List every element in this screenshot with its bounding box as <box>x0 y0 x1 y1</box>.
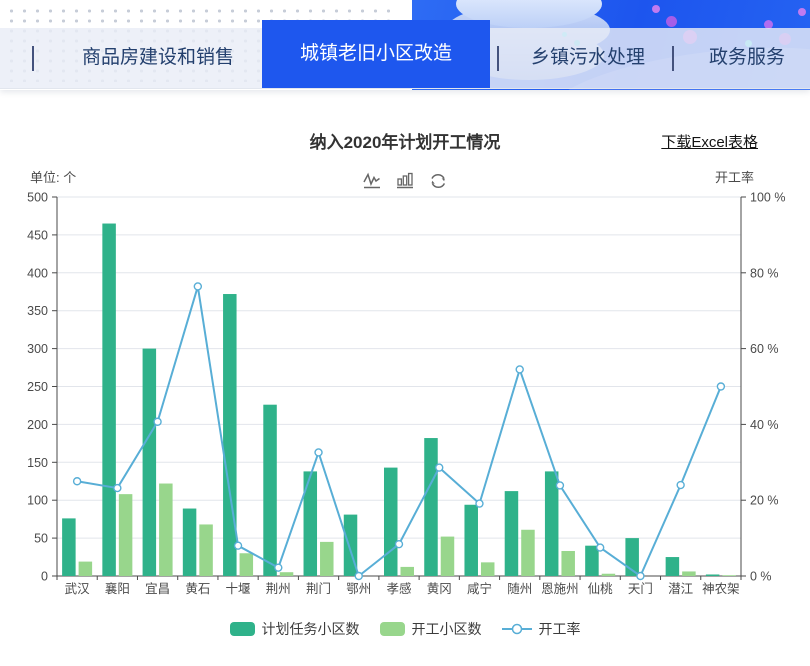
svg-text:襄阳: 襄阳 <box>105 581 130 596</box>
legend-item[interactable]: 计划任务小区数 <box>229 619 360 639</box>
tab-old-community-renovation[interactable]: 城镇老旧小区改造 <box>262 20 490 88</box>
svg-text:40 %: 40 % <box>750 418 779 432</box>
dot-decoration <box>666 16 677 27</box>
svg-text:宜昌: 宜昌 <box>145 581 170 596</box>
legend-swatch <box>379 622 405 636</box>
svg-text:咸宁: 咸宁 <box>467 581 492 596</box>
refresh-icon[interactable] <box>428 171 448 191</box>
svg-text:仙桃: 仙桃 <box>588 581 614 596</box>
svg-text:随州: 随州 <box>507 581 532 596</box>
legend-swatch <box>229 622 255 636</box>
svg-text:天门: 天门 <box>628 581 653 596</box>
svg-text:恩施州: 恩施州 <box>541 582 579 596</box>
svg-text:0: 0 <box>41 570 48 584</box>
svg-text:孝感: 孝感 <box>386 581 411 596</box>
chart-toolbar <box>0 171 810 191</box>
svg-text:潜江: 潜江 <box>668 582 693 596</box>
dot-decoration <box>764 20 773 29</box>
dot-decoration <box>798 8 806 16</box>
legend-label: 开工小区数 <box>411 621 482 637</box>
svg-text:500: 500 <box>27 191 48 205</box>
svg-text:荆州: 荆州 <box>266 582 291 596</box>
svg-text:300: 300 <box>27 342 48 356</box>
svg-text:400: 400 <box>27 266 48 280</box>
svg-text:黄冈: 黄冈 <box>427 582 452 596</box>
svg-text:黄石: 黄石 <box>185 582 210 596</box>
svg-text:武汉: 武汉 <box>65 582 91 596</box>
legend-label: 计划任务小区数 <box>261 621 360 637</box>
line-chart-icon[interactable] <box>362 171 382 191</box>
svg-text:鄂州: 鄂州 <box>346 582 371 596</box>
svg-text:0 %: 0 % <box>750 570 772 584</box>
svg-text:450: 450 <box>27 228 48 242</box>
dot-decoration <box>652 5 660 13</box>
svg-text:20 %: 20 % <box>750 494 779 508</box>
svg-text:荆门: 荆门 <box>306 581 331 596</box>
svg-text:350: 350 <box>27 304 48 318</box>
svg-text:50: 50 <box>34 532 48 546</box>
legend-item[interactable]: 开工率 <box>501 619 581 639</box>
tab-government-services[interactable]: 政务服务 <box>708 47 785 68</box>
right-axis-title: 开工率 <box>714 170 754 185</box>
svg-text:100 %: 100 % <box>750 191 785 205</box>
svg-text:200: 200 <box>27 418 48 432</box>
tab-divider <box>672 46 674 71</box>
tab-divider <box>32 46 34 71</box>
svg-text:80 %: 80 % <box>750 266 779 280</box>
tab-commodity-housing[interactable]: 商品房建设和销售 <box>81 47 234 68</box>
combo-chart[interactable]: 0 50 100 150 200 250 300 350 400 450 500 0 % 20 % 40 … <box>0 186 810 614</box>
chart-legend: 计划任务小区数 开工小区数 开工率 <box>0 619 810 639</box>
svg-text:60 %: 60 % <box>750 342 779 356</box>
svg-text:神农架: 神农架 <box>702 582 740 596</box>
svg-text:250: 250 <box>27 380 48 394</box>
svg-text:100: 100 <box>27 494 48 508</box>
legend-item[interactable]: 开工小区数 <box>379 619 482 639</box>
bar-chart-icon[interactable] <box>395 171 415 191</box>
top-header: 商品房建设和销售 城镇老旧小区改造 乡镇污水处理 政务服务 <box>0 0 810 90</box>
legend-label: 开工率 <box>538 621 581 637</box>
left-axis-unit-label: 单位: 个 <box>30 170 77 185</box>
tab-bar: 商品房建设和销售 城镇老旧小区改造 乡镇污水处理 政务服务 <box>0 20 810 89</box>
tab-divider <box>497 46 499 71</box>
tab-sewage-treatment[interactable]: 乡镇污水处理 <box>530 47 645 68</box>
svg-text:150: 150 <box>27 456 48 470</box>
chart-title: 纳入2020年计划开工情况 <box>309 133 501 152</box>
svg-text:十堰: 十堰 <box>226 582 251 596</box>
legend-line-marker <box>501 623 532 635</box>
download-excel-link[interactable]: 下载Excel表格 <box>661 134 758 151</box>
